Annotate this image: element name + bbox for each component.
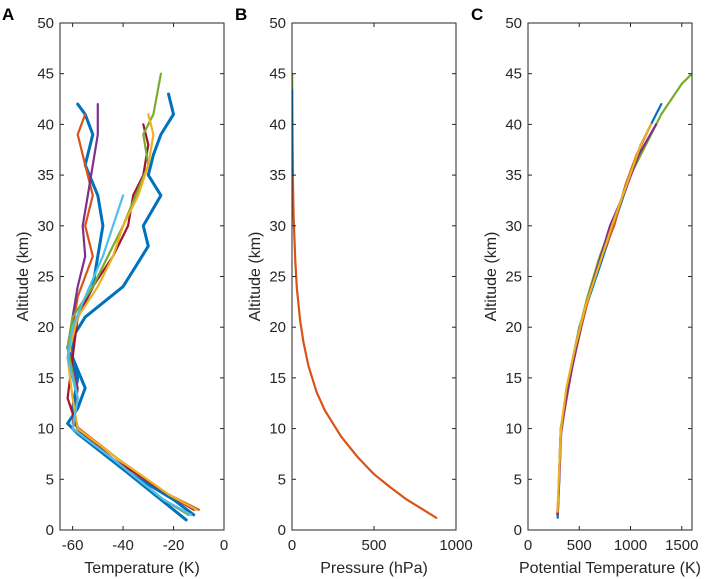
- panel-c-series-group: [556, 72, 692, 519]
- panel-b-ytick-label: 45: [269, 66, 286, 83]
- panel-a-series-8: [66, 194, 193, 516]
- panel-a-letter: A: [2, 5, 14, 24]
- panel-b-axes-box: [291, 22, 457, 531]
- panel-b-y-axis-label: Altitude (km): [247, 232, 264, 322]
- panel-a-ytick-label: 0: [46, 522, 54, 539]
- panel-a-x-axis-label: Temperature (K): [84, 560, 200, 577]
- panel-c-ytick-label: 35: [505, 167, 522, 184]
- panel-c-ytick-label: 45: [505, 66, 522, 83]
- panel-a-series-group: [66, 72, 200, 522]
- panel-c-series-4: [556, 123, 658, 516]
- panel-c-ytick-label: 40: [505, 116, 522, 133]
- panel-c-series-1: [556, 103, 663, 519]
- panel-c-series-3: [556, 72, 692, 516]
- panel-b-series-group: [292, 72, 438, 519]
- panel-c-ytick-label: 20: [505, 319, 522, 336]
- panel-a-ytick-label: 15: [37, 370, 54, 387]
- panel-c-ytick-label: 25: [505, 269, 522, 286]
- panel-c-y-axis-label: Altitude (km): [483, 232, 500, 322]
- panel-b-ytick-label: 5: [278, 471, 286, 488]
- panel-c-xtick-label: 1000: [614, 537, 647, 554]
- panel-c-ytick-label: 15: [505, 370, 522, 387]
- panel-a-ytick-label: 5: [46, 471, 54, 488]
- panel-b-ytick-label: 40: [269, 116, 286, 133]
- panel-b-x-axis-label: Pressure (hPa): [320, 560, 428, 577]
- panel-b-ytick-label: 50: [269, 15, 286, 32]
- panel-c-xtick-label: 500: [567, 537, 592, 554]
- panel-a-xtick-label: -60: [62, 537, 84, 554]
- panel-a-xtick-label: 0: [220, 537, 228, 554]
- panel-c-xtick-label: 0: [524, 537, 532, 554]
- panel-c-series-2: [556, 123, 653, 516]
- panel-a-plot-area: 0 5 10 15 20 25 30 35 40 45 50 -60 -40 -20 0 Temperatur…: [15, 15, 228, 577]
- panel-a-y-axis-label: Altitude (km): [15, 232, 32, 322]
- panel-a-ytick-label: 50: [37, 15, 54, 32]
- panel-b-ytick-label: 20: [269, 319, 286, 336]
- panel-c-ytick-label: 0: [514, 522, 522, 539]
- panel-a-xtick-label: -20: [163, 537, 185, 554]
- panel-c-xtick-label: 1500: [665, 537, 698, 554]
- panel-a-series-7: [66, 113, 198, 511]
- panel-b-xtick-label: 1000: [439, 537, 472, 554]
- panel-a-ytick-label: 10: [37, 421, 54, 438]
- panel-c-axes-box: [527, 22, 693, 531]
- panel-b-ytick-label: 30: [269, 218, 286, 235]
- panel-a: A 0 5 10 15 20 25 30 35 40 45 50 -60 -40 -20 0 Temperat…: [2, 5, 228, 577]
- panel-b-ytick-label: 10: [269, 421, 286, 438]
- panel-b-ytick-label: 0: [278, 522, 286, 539]
- panel-b-series-1: [292, 174, 438, 519]
- panel-a-ytick-label: 40: [37, 116, 54, 133]
- panel-b-letter: B: [235, 5, 247, 24]
- panel-c-ytick-label: 10: [505, 421, 522, 438]
- panel-a-xtick-label: -40: [112, 537, 134, 554]
- panel-c-letter: C: [471, 5, 483, 24]
- panel-a-ytick-label: 20: [37, 319, 54, 336]
- panel-a-ytick-label: 30: [37, 218, 54, 235]
- panel-a-ytick-label: 25: [37, 269, 54, 286]
- panel-c-series-5: [556, 123, 653, 513]
- panel-b-xtick-label: 500: [361, 537, 386, 554]
- panel-a-series-3: [66, 113, 200, 511]
- panel-c-ytick-label: 30: [505, 218, 522, 235]
- panel-b-ytick-label: 25: [269, 269, 286, 286]
- panel-a-ytick-label: 35: [37, 167, 54, 184]
- panel-c-ytick-label: 5: [514, 471, 522, 488]
- panel-a-ytick-label: 45: [37, 66, 54, 83]
- panel-b-ytick-label: 35: [269, 167, 286, 184]
- panel-b-xtick-label: 0: [288, 537, 296, 554]
- panel-c-ytick-label: 50: [505, 15, 522, 32]
- panel-c-x-axis-label: Potential Temperature (K): [519, 560, 701, 577]
- panel-b-ytick-label: 15: [269, 370, 286, 387]
